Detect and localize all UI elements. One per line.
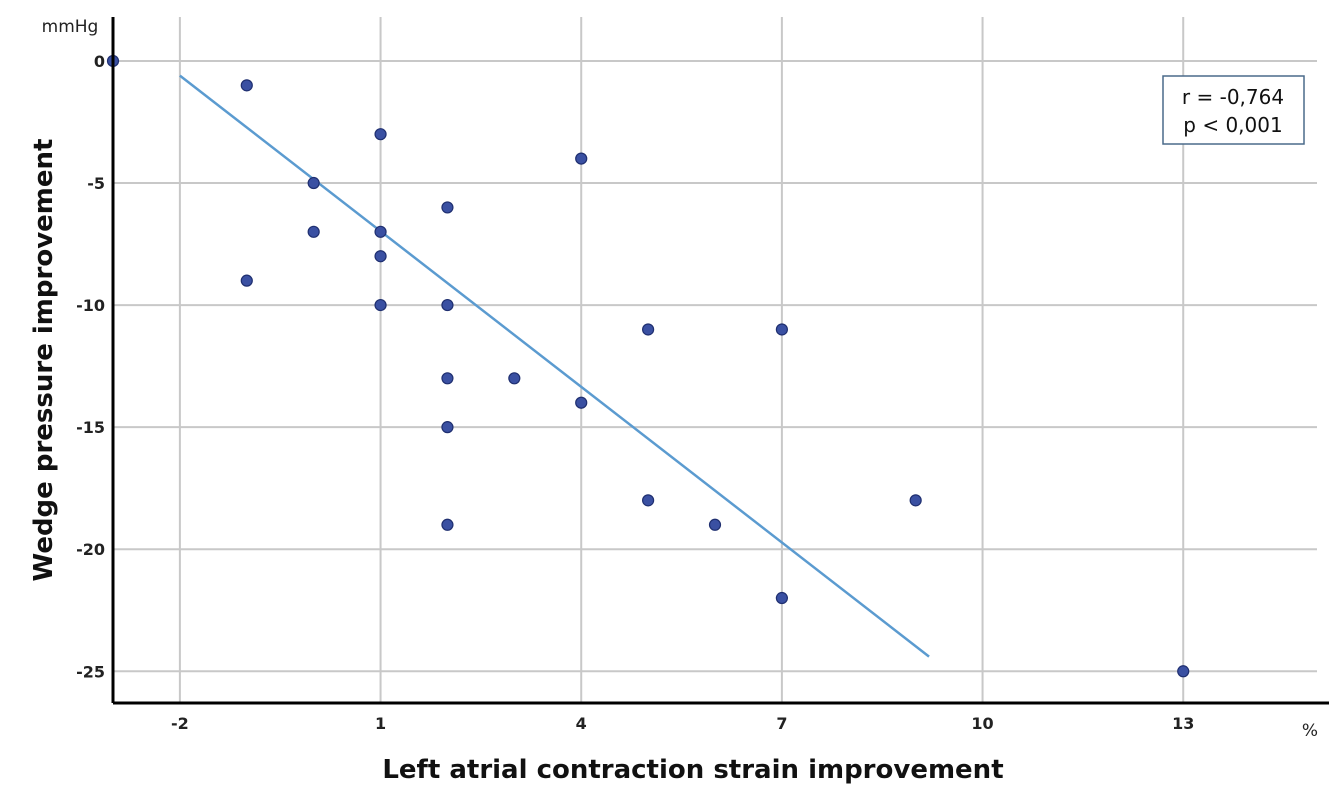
data-point — [1177, 665, 1190, 678]
axes — [111, 17, 1329, 705]
data-point — [307, 225, 320, 238]
data-point — [374, 298, 387, 312]
data-point — [775, 323, 788, 336]
data-point — [441, 298, 454, 312]
y-unit-label: mmHg — [42, 17, 99, 37]
data-point — [374, 250, 387, 263]
data-point — [374, 128, 387, 141]
x-axis-title: Left atrial contraction strain improveme… — [382, 755, 1003, 785]
x-tick-label: 13 — [1172, 714, 1194, 733]
data-point — [441, 372, 454, 385]
data-point — [307, 176, 320, 190]
y-tick-label: -25 — [76, 662, 105, 681]
data-point — [642, 494, 655, 507]
x-tick-label: 1 — [375, 714, 386, 733]
x-tick-label: -2 — [171, 714, 189, 733]
data-point — [575, 396, 588, 409]
y-tick-label: -15 — [76, 418, 105, 437]
x-unit-label: % — [1302, 721, 1318, 741]
data-point — [240, 274, 253, 287]
data-points — [106, 54, 1190, 678]
data-point — [775, 591, 788, 605]
data-point — [374, 225, 387, 238]
y-tick-label: 0 — [94, 52, 105, 71]
data-point — [708, 518, 722, 531]
y-tick-label: -5 — [87, 174, 105, 193]
annotation-box — [1162, 75, 1305, 145]
stats-annotation: r = -0,764 p < 0,001 — [1162, 75, 1305, 145]
y-tick-label: -10 — [76, 296, 105, 315]
tick-labels: -2 1 4 7 10 13 0 -5 -10 -15 -20 -25 — [76, 52, 1194, 733]
data-point — [508, 372, 521, 385]
data-point — [642, 323, 655, 336]
annotation-p: p < 0,001 — [1183, 113, 1282, 137]
data-point — [441, 421, 454, 434]
data-point — [441, 201, 454, 214]
x-tick-label: 7 — [776, 714, 787, 733]
data-point — [575, 152, 588, 165]
data-point — [909, 494, 922, 507]
data-point — [441, 518, 454, 531]
grid — [113, 17, 1317, 703]
data-point — [240, 79, 253, 92]
x-tick-label: 4 — [576, 714, 587, 733]
y-tick-label: -20 — [76, 540, 105, 559]
x-tick-label: 10 — [971, 714, 993, 733]
regression-line — [179, 74, 930, 658]
regression-line-group — [179, 74, 930, 658]
y-axis-title: Wedge pressure improvement — [29, 139, 59, 582]
annotation-r: r = -0,764 — [1182, 85, 1284, 109]
